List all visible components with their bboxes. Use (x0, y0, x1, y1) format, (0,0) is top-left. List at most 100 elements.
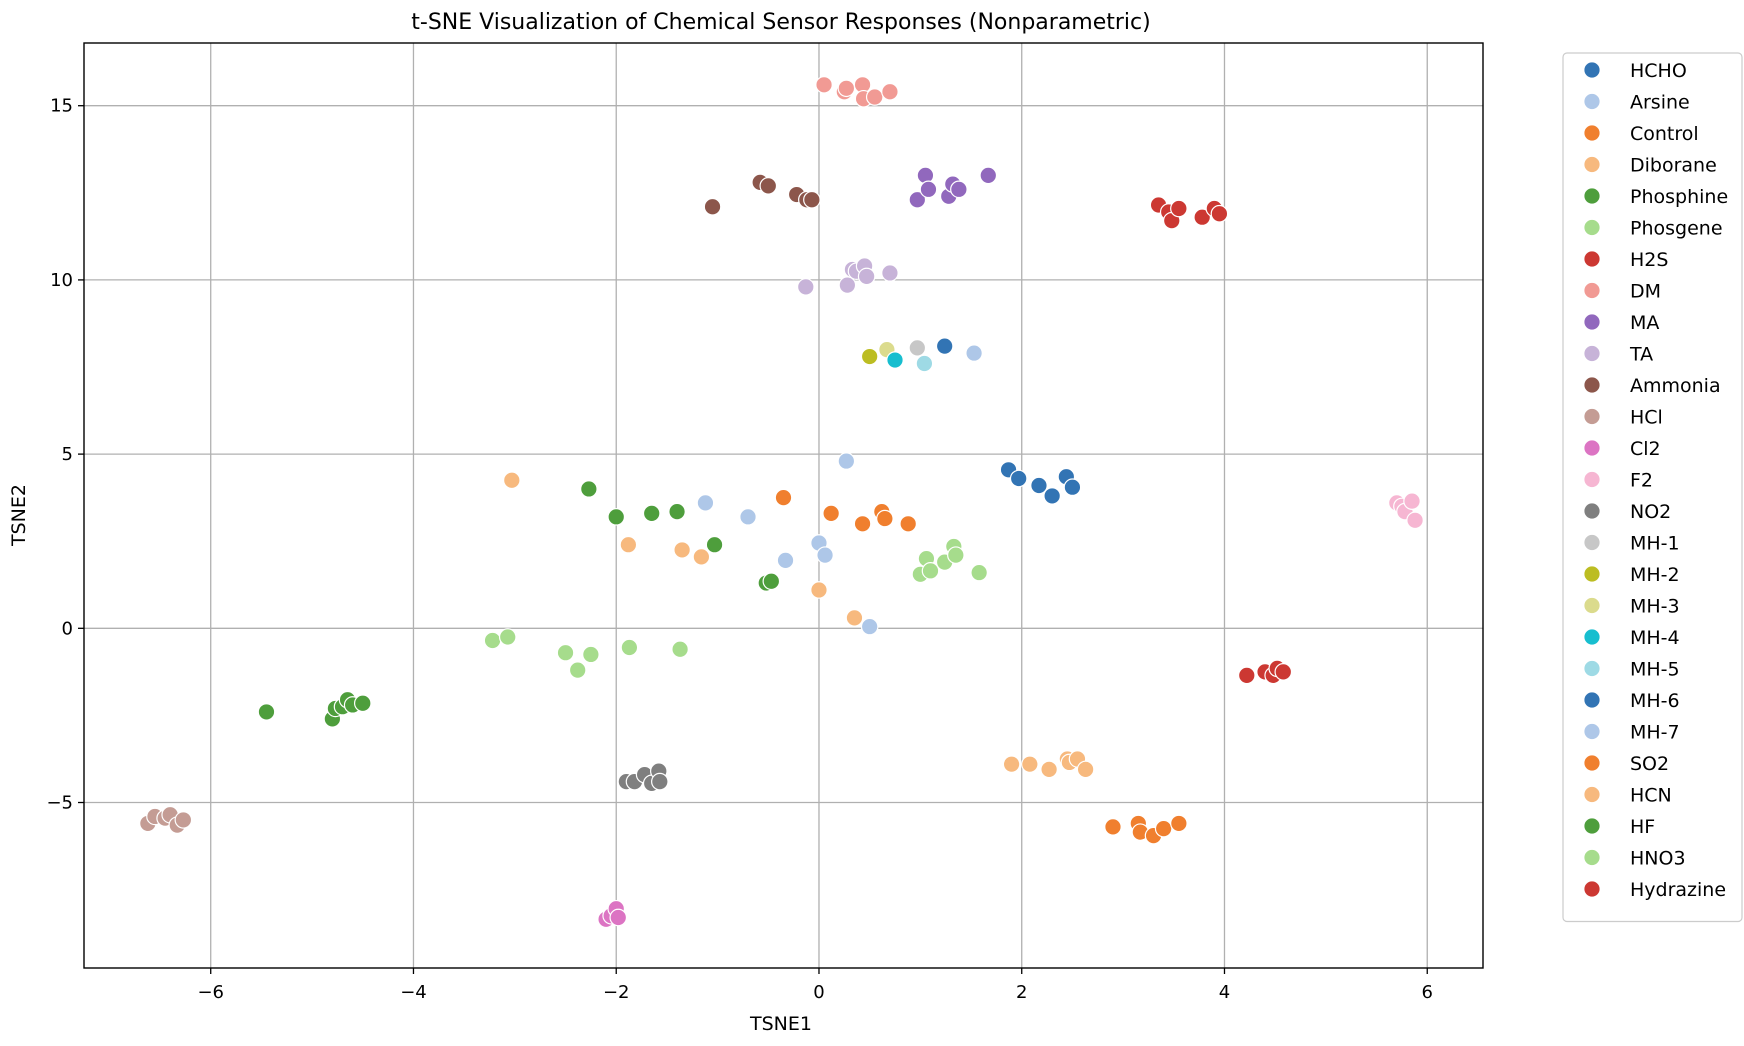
data-point (607, 508, 626, 526)
data-point (921, 562, 940, 580)
data-point (568, 661, 587, 679)
legend-marker (1583, 439, 1601, 457)
data-point (845, 609, 864, 627)
data-point (947, 546, 965, 564)
legend-label: MA (1630, 312, 1659, 334)
data-point (919, 180, 938, 199)
legend-marker (1583, 281, 1601, 300)
y-tick-label: 5 (62, 444, 73, 465)
legend-marker (1583, 250, 1601, 268)
legend-marker (1583, 313, 1601, 331)
data-point (979, 166, 998, 185)
data-point (582, 645, 600, 664)
data-point (619, 535, 638, 554)
x-axis-label: TSNE1 (749, 1013, 812, 1035)
x-tick-label: 0 (813, 982, 824, 1003)
data-point (1237, 666, 1256, 685)
data-point (353, 694, 372, 713)
data-point (580, 480, 598, 498)
legend-label: Hydrazine (1630, 879, 1726, 901)
legend-label: MH-7 (1630, 722, 1680, 744)
data-point (838, 276, 857, 294)
data-point (739, 508, 757, 526)
legend-label: H2S (1630, 249, 1668, 271)
data-point (1104, 818, 1122, 836)
data-point (853, 514, 872, 533)
data-point (1043, 487, 1061, 505)
data-point (498, 628, 517, 646)
legend-label: MH-6 (1630, 690, 1680, 712)
data-point (174, 811, 193, 829)
x-tick-label: 2 (1016, 982, 1027, 1003)
legend-label: MH-4 (1630, 627, 1680, 649)
legend-label: Ammonia (1630, 375, 1721, 397)
data-point (886, 351, 904, 369)
legend-label: SO2 (1630, 753, 1669, 775)
legend-marker (1583, 659, 1601, 678)
data-point (1193, 208, 1211, 226)
legend-box (1562, 52, 1743, 923)
legend: HCHO Arsine Control Diborane Phosphine Phosge… (1562, 52, 1743, 923)
data-point (642, 504, 661, 523)
legend-label: MH-1 (1630, 533, 1680, 555)
legend-label: Arsine (1630, 92, 1690, 114)
data-point (776, 551, 795, 570)
legend-marker (1583, 848, 1601, 867)
data-point (503, 471, 521, 490)
legend-marker (1583, 61, 1601, 79)
legend-label: HF (1630, 816, 1655, 838)
y-tick-label: 0 (62, 618, 73, 639)
x-tick-label: 6 (1422, 982, 1433, 1003)
legend-marker (1583, 596, 1601, 615)
legend-label: HCl (1630, 407, 1663, 429)
data-point (1040, 760, 1058, 779)
legend-marker (1583, 880, 1601, 898)
legend-marker (1583, 785, 1601, 804)
plot-area: −6 −4 −2 0 2 4 6 −5 0 5 10 15 (46, 42, 1484, 1003)
data-point (671, 640, 689, 659)
legend-label: DM (1630, 281, 1661, 303)
data-point (1021, 755, 1039, 773)
legend-marker (1583, 470, 1601, 489)
data-point (908, 190, 927, 209)
data-point (762, 572, 781, 591)
y-tick-label: −5 (46, 793, 73, 814)
y-axis-label: TSNE2 (8, 484, 30, 547)
data-point (668, 502, 686, 521)
legend-label: Cl2 (1630, 438, 1661, 460)
legend-label: HNO3 (1630, 848, 1686, 870)
data-point (759, 177, 778, 195)
legend-label: MH-5 (1630, 659, 1680, 681)
data-point (899, 514, 917, 533)
legend-label: NO2 (1630, 501, 1671, 523)
data-point (620, 638, 639, 657)
data-point (803, 190, 821, 209)
data-point (1009, 469, 1028, 488)
legend-label: Control (1630, 123, 1699, 145)
data-point (815, 76, 833, 94)
data-point (673, 541, 691, 559)
x-tick-label: 4 (1219, 982, 1230, 1003)
x-tick-label: −2 (603, 982, 630, 1003)
data-point (881, 82, 899, 101)
data-point (705, 535, 724, 554)
legend-label: F2 (1630, 470, 1653, 492)
chart-title: t-SNE Visualization of Chemical Sensor R… (411, 10, 1150, 35)
data-point (837, 452, 856, 470)
data-point (935, 337, 954, 355)
data-point (970, 563, 988, 582)
data-point (810, 581, 828, 599)
data-point (1403, 492, 1421, 510)
legend-label: HCN (1630, 785, 1672, 807)
x-tick-label: −6 (197, 982, 224, 1003)
data-point (692, 548, 711, 566)
legend-marker (1583, 218, 1601, 237)
y-tick-label: 10 (50, 270, 73, 291)
data-point (1076, 760, 1095, 779)
legend-marker (1583, 124, 1601, 142)
legend-marker (1583, 754, 1601, 772)
legend-marker (1583, 533, 1601, 552)
legend-marker (1583, 691, 1601, 709)
y-tick-label: 15 (50, 96, 73, 117)
